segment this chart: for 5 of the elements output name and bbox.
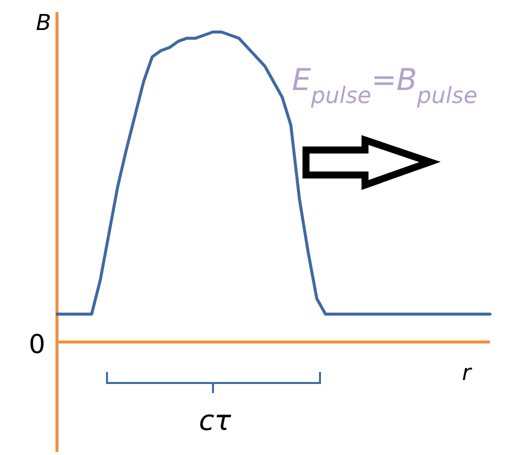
y-axis-title: B — [36, 11, 52, 36]
text: 0 — [28, 330, 46, 360]
x-axis-title: r — [462, 361, 473, 386]
annotation: E$_{pulse}$=B$_{pulse}$ — [292, 63, 478, 109]
text: cτ — [198, 404, 232, 437]
